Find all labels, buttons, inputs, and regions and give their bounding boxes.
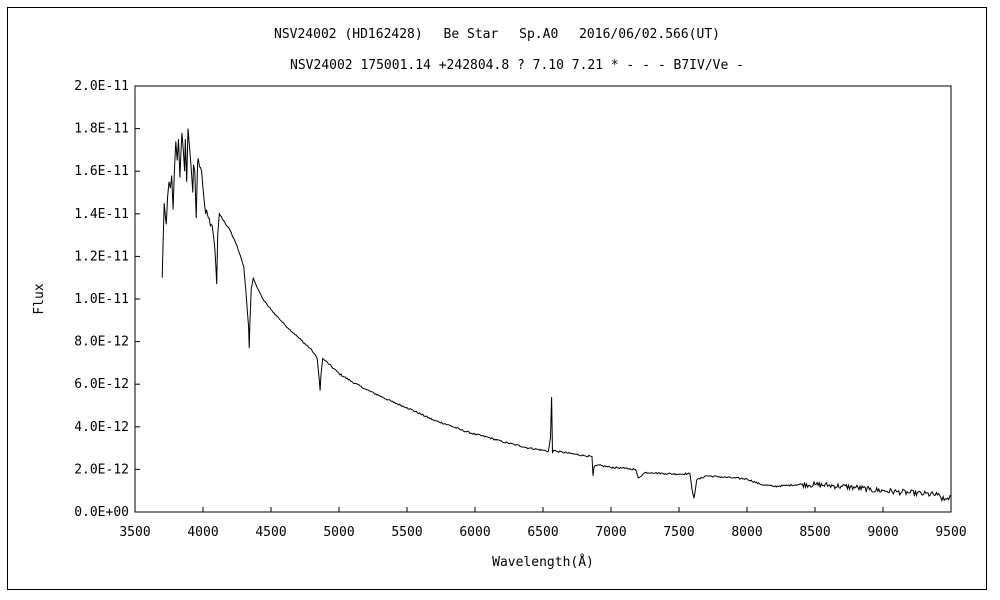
y-tick-label: 1.2E-11 — [74, 249, 129, 264]
x-tick-label: 7000 — [595, 525, 626, 540]
x-tick-label: 9000 — [867, 525, 898, 540]
x-tick-label: 5500 — [391, 525, 422, 540]
y-tick-label: 1.0E-11 — [74, 292, 129, 307]
x-tick-label: 4500 — [255, 525, 286, 540]
y-tick-label: 6.0E-12 — [74, 377, 129, 392]
spectrum-line — [161, 128, 952, 503]
x-tick-label: 5000 — [323, 525, 354, 540]
y-tick-label: 1.4E-11 — [74, 207, 129, 222]
x-axis-label: Wavelength(Å) — [492, 554, 594, 570]
y-tick-label: 2.0E-11 — [74, 79, 129, 94]
y-tick-label: 0.0E+00 — [74, 505, 129, 520]
x-tick-label: 3500 — [119, 525, 150, 540]
x-tick-label: 7500 — [663, 525, 694, 540]
x-tick-label: 8000 — [731, 525, 762, 540]
y-axis-label: Flux — [32, 283, 47, 314]
chart-title: NSV24002 (HD162428) Be Star Sp.A0 2016/0… — [274, 27, 720, 42]
x-tick-label: 8500 — [799, 525, 830, 540]
x-tick-label: 6500 — [527, 525, 558, 540]
y-tick-label: 4.0E-12 — [74, 420, 129, 435]
chart-subtitle: NSV24002 175001.14 +242804.8 ? 7.10 7.21… — [290, 58, 744, 73]
x-axis-ticks: 3500 4000 4500 5000 5500 6000 6500 7000 7500 8000… — [119, 507, 967, 540]
x-tick-label: 4000 — [187, 525, 218, 540]
y-tick-label: 8.0E-12 — [74, 335, 129, 350]
y-axis-ticks: 0.0E+00 2.0E-12 4.0E-12 6.0E-12 8.0E-12 1.0E-… — [74, 79, 140, 520]
y-tick-label: 2.0E-12 — [74, 462, 129, 477]
x-tick-label: 9500 — [935, 525, 966, 540]
plot-area — [134, 85, 952, 513]
y-tick-label: 1.8E-11 — [74, 122, 129, 137]
x-tick-label: 6000 — [459, 525, 490, 540]
y-tick-label: 1.6E-11 — [74, 164, 129, 179]
